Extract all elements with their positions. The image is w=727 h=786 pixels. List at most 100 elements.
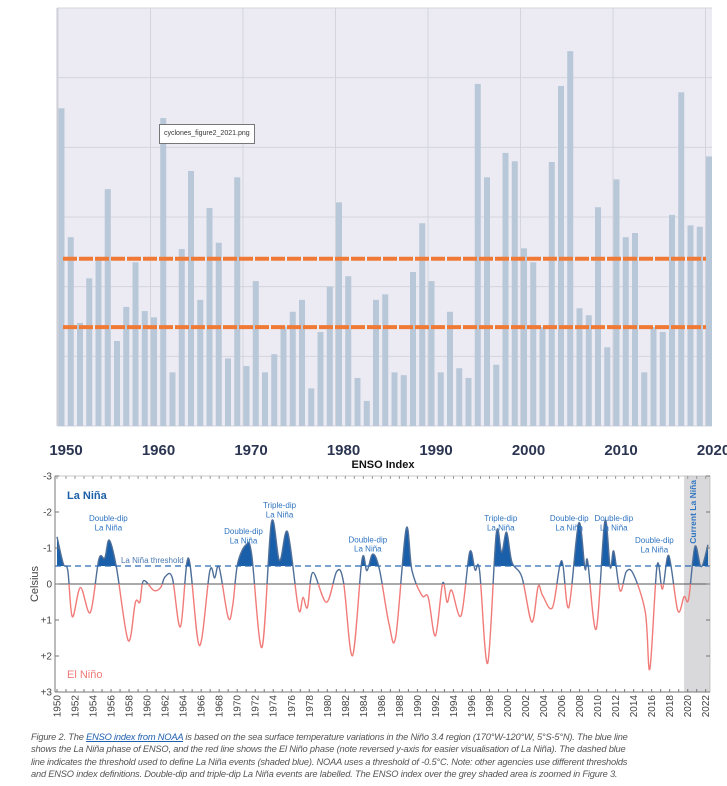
x-tick-label: 2008 <box>575 695 586 718</box>
bar-1998 <box>502 152 509 426</box>
x-tick-label: 1958 <box>125 695 136 718</box>
annotation-line2: La Niña <box>354 545 382 554</box>
la-nina-fill <box>57 519 708 566</box>
image-filename-tooltip: cyclones_figure2_2021.png <box>159 124 255 144</box>
y-tick-label: -1 <box>43 544 52 555</box>
annotation-line2: La Niña <box>555 523 583 532</box>
x-tick-label: 2004 <box>539 695 550 718</box>
bar-1972 <box>262 372 268 426</box>
x-tick-label: 1950 <box>53 695 64 718</box>
bar-2010 <box>613 179 620 426</box>
annotation-line1: Triple-dip <box>263 501 297 510</box>
annotation-line2: La Niña <box>230 536 258 545</box>
annotation-line1: Double-dip <box>594 514 633 523</box>
x-tick-label: 1984 <box>359 695 370 718</box>
bar-1971 <box>252 281 259 426</box>
bar-2016 <box>669 214 675 426</box>
bar-2001 <box>530 262 537 426</box>
annotation-line2: La Niña <box>487 523 515 532</box>
x-tick-label: 1990 <box>413 695 424 718</box>
x-tick-label: 1964 <box>179 695 190 718</box>
bar-2011 <box>622 237 629 426</box>
bar-1989 <box>419 223 426 426</box>
x-tick-label: 2018 <box>665 695 676 718</box>
bar-2008 <box>595 207 601 426</box>
x-tick-label: 1956 <box>107 695 118 718</box>
x-tick-label: 2016 <box>647 695 658 718</box>
x-tick-label: 1980 <box>327 442 360 459</box>
x-tick-label: 1974 <box>269 695 280 718</box>
bar-1960 <box>151 317 157 426</box>
bar-1966 <box>206 207 213 426</box>
x-tick-label: 1992 <box>431 695 442 718</box>
x-tick-label: 1972 <box>251 695 262 718</box>
bar-1959 <box>141 311 148 426</box>
x-tick-label: 1970 <box>233 695 244 718</box>
y-axis-title: Celsius <box>29 565 41 602</box>
x-tick-label: 1960 <box>143 695 154 718</box>
x-tick-label: 1952 <box>71 695 82 718</box>
bar-1957 <box>123 306 130 426</box>
bar-1983 <box>363 400 370 426</box>
caption-line: and ENSO index definitions. Double-dip a… <box>31 768 618 779</box>
bar-1956 <box>114 341 120 426</box>
x-tick-label: 2010 <box>604 442 637 459</box>
bar-2013 <box>641 372 648 426</box>
bar-1974 <box>280 326 287 426</box>
x-tick-label: 1968 <box>215 695 226 718</box>
y-tick-label: -2 <box>43 508 52 519</box>
cyclone-bar-chart: 1950 1960 1970 1980 1990 2000 2010 2020 ENSO Ind… <box>49 7 727 471</box>
bar-2003 <box>548 161 555 427</box>
bar-1958 <box>132 262 139 426</box>
x-tick-label: 2010 <box>593 695 604 718</box>
y-tick-label: +3 <box>41 688 53 699</box>
annotation-line1: Double-dip <box>348 535 387 544</box>
bar-1954 <box>95 258 102 426</box>
x-tick-label: 1982 <box>341 695 352 718</box>
bar-1950 <box>58 108 65 426</box>
bar-1951 <box>67 237 74 426</box>
x-tick-label: 2000 <box>512 442 545 459</box>
bar-1979 <box>326 286 333 426</box>
x-tick-label: 1950 <box>49 442 82 459</box>
x-tick-label: 1970 <box>234 442 267 459</box>
x-tick-label: 1986 <box>377 695 388 718</box>
bar-1964 <box>188 171 194 426</box>
x-tick-label: 2022 <box>701 695 712 718</box>
bar-1986 <box>391 372 398 426</box>
y-tick-label: -3 <box>43 472 52 483</box>
x-tick-label: 2020 <box>683 695 694 718</box>
el-nino-line <box>68 584 692 671</box>
bar-2020 <box>706 156 712 426</box>
caption-line: shows the La Niña phase of ENSO, and the… <box>31 744 626 755</box>
bar-2000 <box>521 248 527 426</box>
caption-prefix: Figure 2. The <box>31 732 87 742</box>
bar-2005 <box>567 51 574 427</box>
bar-2014 <box>650 327 657 426</box>
bar-1961 <box>160 118 167 426</box>
bar-2015 <box>659 331 666 426</box>
x-tick-label: 1962 <box>161 695 172 718</box>
bar-2012 <box>632 233 638 426</box>
bar-1969 <box>234 177 241 426</box>
bar-1990 <box>428 281 435 426</box>
y-tick-label: +1 <box>41 616 53 627</box>
enso-noaa-link[interactable]: ENSO index from NOAA <box>86 732 183 742</box>
x-tick-label: 2020 <box>697 442 727 459</box>
figure-caption: Figure 2. The ENSO index from NOAA is ba… <box>31 731 721 780</box>
bar-1981 <box>345 276 352 426</box>
bar-2009 <box>604 347 611 426</box>
bar-1993 <box>456 368 463 426</box>
y-tick-label: 0 <box>46 580 52 591</box>
bar-1955 <box>104 189 111 426</box>
x-tick-label: 2000 <box>503 695 514 718</box>
bar-1967 <box>215 242 222 426</box>
threshold-label: La Niña threshold <box>121 556 184 565</box>
x-tick-label: 1996 <box>467 695 478 718</box>
x-tick-label: 1990 <box>419 442 452 459</box>
annotation-line1: Double-dip <box>89 514 128 523</box>
bar-1978 <box>317 331 324 426</box>
x-tick-label: 1988 <box>395 695 406 718</box>
bar-1991 <box>437 372 444 426</box>
annotation-line1: Double-dip <box>635 536 674 545</box>
